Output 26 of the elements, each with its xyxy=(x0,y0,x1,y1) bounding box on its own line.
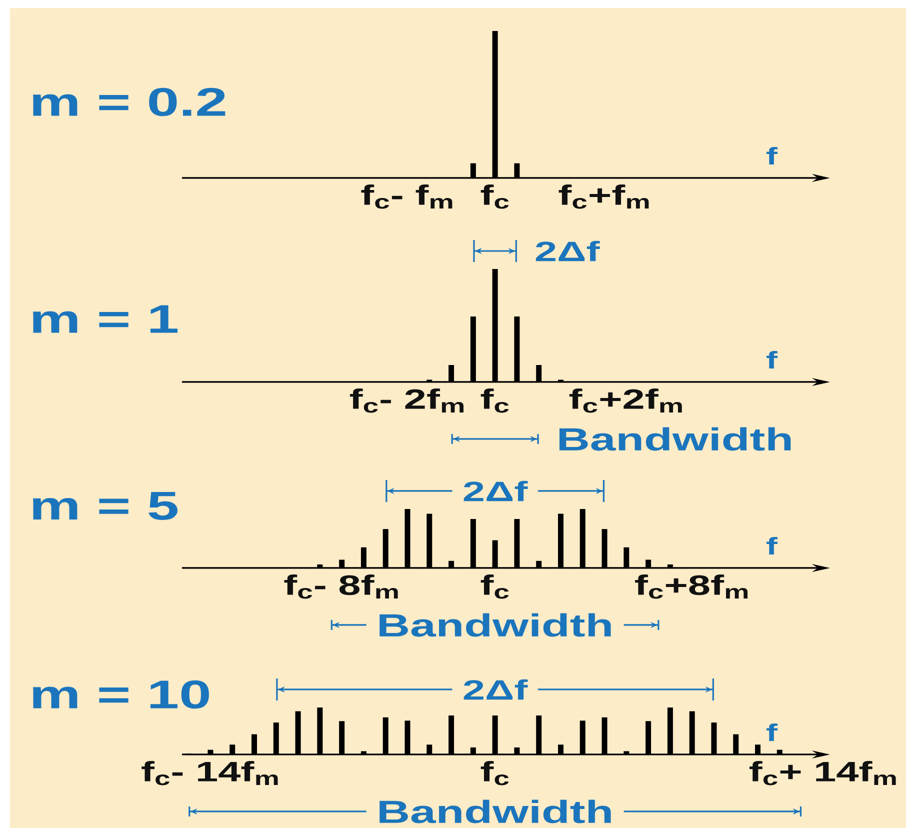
text: m = 1 xyxy=(33,305,178,333)
text: 2Δf xyxy=(464,480,528,502)
text: 2Δf xyxy=(464,679,528,700)
text: Bandwidth xyxy=(559,427,791,451)
x-tick-label: f$_{c}$- f$_{m}$ xyxy=(361,184,452,209)
x-tick-label: f$_{c}$+8f$_{m}$ xyxy=(635,574,748,599)
text: m = 0.2 xyxy=(33,88,226,116)
x-tick-label: f$_{c}$+2f$_{m}$ xyxy=(569,388,682,413)
x-axis-title: f xyxy=(766,537,778,554)
x-tick-label: f$_{c}$- 14f$_{m}$ xyxy=(142,761,278,786)
x-tick-label: f$_{c}$- 8f$_{m}$ xyxy=(284,574,398,599)
x-tick-label: f$_{c}$ xyxy=(480,184,509,209)
x-tick-label: f$_{c}$+ 14f$_{m}$ xyxy=(749,761,896,786)
chart-title: m = 5 xyxy=(33,492,178,520)
x-tick-label: f$_{c}$+f$_{m}$ xyxy=(558,184,649,209)
x-tick-label: f$_{c}$ xyxy=(480,761,509,786)
x-axis-title: f xyxy=(766,147,778,164)
x-tick-label: f$_{c}$ xyxy=(480,574,509,599)
text: Bandwidth xyxy=(380,613,611,637)
x-axis-title: f xyxy=(766,351,778,368)
chart-title: m = 10 xyxy=(33,680,209,709)
x-axis-title: f xyxy=(766,724,778,741)
text: Bandwidth xyxy=(380,800,611,824)
text: 2Δf xyxy=(536,240,600,262)
x-tick-label: f$_{c}$- 2f$_{m}$ xyxy=(350,388,464,413)
x-tick-label: f$_{c}$ xyxy=(480,388,509,413)
